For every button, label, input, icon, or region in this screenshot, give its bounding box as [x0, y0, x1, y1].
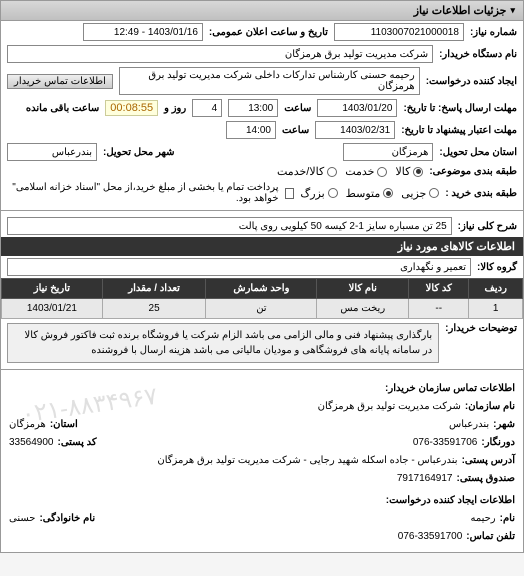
radio-icon: [429, 188, 439, 198]
countdown: 00:08:55: [105, 100, 158, 116]
remain-label: ساعت باقی مانده: [26, 103, 99, 114]
contact-prov: هرمزگان: [9, 416, 46, 434]
goods-col-5: تاریخ نیاز: [2, 279, 103, 299]
delivery-city-label: شهر محل تحویل:: [103, 147, 175, 158]
radio-icon: [377, 167, 387, 177]
table-row: 1--ریخت مستن251403/01/21: [2, 299, 523, 319]
validity-date: 1403/02/31: [315, 121, 395, 139]
addr-label: آدرس پستی:: [462, 452, 515, 470]
announce-field: 1403/01/16 - 12:49: [83, 23, 203, 41]
creator-field: رحیمه حسنی کارشناس تدارکات داخلی شرکت مد…: [119, 67, 420, 95]
deadline-time: 13:00: [228, 99, 278, 117]
fax-value: 076-33591706: [413, 434, 478, 452]
payment-option-0[interactable]: جزیی: [401, 187, 439, 200]
need-label: شرح کلی نیاز:: [458, 221, 517, 232]
name-value: رحیمه: [470, 510, 495, 528]
treasury-checkbox[interactable]: [285, 188, 295, 199]
subject-option-0[interactable]: کالا: [395, 165, 423, 178]
payment-note: پرداخت تمام یا بخشی از مبلغ خرید،از محل …: [7, 182, 279, 204]
table-cell: --: [409, 299, 469, 319]
chevron-down-icon: ▾: [510, 5, 515, 16]
panel-header: ▾ جزئیات اطلاعات نیاز: [1, 1, 523, 21]
payment-radio-group: جزیی متوسط بزرگ: [300, 187, 439, 200]
delivery-city: بندرعباس: [7, 143, 97, 161]
payment-label: طبقه بندی خرید :: [445, 188, 517, 199]
goods-group: تعمیر و نگهداری: [7, 258, 471, 276]
tel-value: 076-33591700: [398, 528, 463, 546]
delivery-prov: هرمزگان: [343, 143, 433, 161]
org-value: شرکت مدیریت تولید برق هرمزگان: [318, 398, 461, 416]
tel-label: تلفن تماس:: [466, 528, 515, 546]
table-cell: 25: [102, 299, 206, 319]
deadline-days: 4: [192, 99, 222, 117]
creator-contact-title: اطلاعات ایجاد کننده درخواست:: [9, 492, 515, 510]
org-label: نام سازمان:: [465, 398, 515, 416]
req-no-label: شماره نیاز:: [470, 27, 517, 38]
contact-city: بندرعباس: [449, 416, 489, 434]
table-cell: ریخت مس: [317, 299, 409, 319]
creator-label: ایجاد کننده درخواست:: [426, 76, 517, 87]
validity-time: 14:00: [226, 121, 276, 139]
panel-title: جزئیات اطلاعات نیاز: [414, 4, 507, 17]
need-text: 25 تن مسباره سایز 1-2 کیسه 50 کیلویی روی…: [7, 217, 452, 235]
contact-title: اطلاعات تماس سازمان خریدار:: [9, 380, 515, 398]
radio-label: متوسط: [346, 187, 381, 200]
radio-icon: [327, 167, 337, 177]
radio-label: بزرگ: [300, 187, 324, 200]
buyer-field: شرکت مدیریت تولید برق هرمزگان: [7, 45, 433, 63]
fax-label: دورنگار:: [481, 434, 515, 452]
table-cell: 1: [469, 299, 523, 319]
goods-col-3: واحد شمارش: [206, 279, 317, 299]
contact-info-button[interactable]: اطلاعات تماس خریدار: [7, 74, 113, 89]
deadline-label: مهلت ارسال پاسخ: تا تاریخ:: [403, 103, 517, 114]
table-cell: 1403/01/21: [2, 299, 103, 319]
post-label: کد پستی:: [58, 434, 97, 452]
goods-table: ردیفکد کالانام کالاواحد شمارشتعداد / مقد…: [1, 278, 523, 319]
radio-label: کالا/خدمت: [277, 165, 324, 178]
budget-label: طبقه بندی موضوعی:: [429, 166, 517, 177]
radio-icon: [383, 188, 393, 198]
subject-radio-group: کالا خدمت کالا/خدمت: [277, 165, 423, 178]
details-panel: ▾ جزئیات اطلاعات نیاز شماره نیاز: 110300…: [0, 0, 524, 553]
explain-text: بارگذاری پیشنهاد فنی و مالی الزامی می با…: [7, 323, 439, 363]
goods-col-4: تعداد / مقدار: [102, 279, 206, 299]
req-no-field: 1103007021000018: [334, 23, 464, 41]
lname-label: نام خانوادگی:: [39, 510, 95, 528]
name-label: نام:: [500, 510, 515, 528]
post-value: 33564900: [9, 434, 54, 452]
radio-icon: [328, 188, 338, 198]
goods-section-title: اطلاعات کالاهای مورد نیاز: [1, 237, 523, 256]
radio-label: خدمت: [345, 165, 374, 178]
addr-value: بندرعباس - جاده اسکله شهید رجایی - شرکت …: [157, 452, 457, 470]
radio-icon: [413, 167, 423, 177]
payment-option-2[interactable]: بزرگ: [300, 187, 337, 200]
announce-label: تاریخ و ساعت اعلان عمومی:: [209, 27, 328, 38]
subject-option-1[interactable]: خدمت: [345, 165, 387, 178]
lname-value: حسنی: [9, 510, 35, 528]
goods-col-0: ردیف: [469, 279, 523, 299]
explain-label: توضیحات خریدار:: [445, 323, 517, 334]
payment-option-1[interactable]: متوسط: [346, 187, 394, 200]
goods-col-1: کد کالا: [409, 279, 469, 299]
contact-prov-label: استان:: [50, 416, 78, 434]
validity-label: مهلت اعتبار پیشنهاد تا تاریخ:: [401, 125, 517, 136]
deadline-time-label: ساعت: [284, 103, 311, 114]
pobox-value: 7917164917: [397, 470, 453, 488]
table-cell: تن: [206, 299, 317, 319]
radio-label: کالا: [395, 165, 410, 178]
deadline-date: 1403/01/20: [317, 99, 397, 117]
delivery-prov-label: استان محل تحویل:: [439, 147, 517, 158]
contact-section: ۰۲۱-۸۸۳۴۹۶۷ اطلاعات تماس سازمان خریدار: …: [1, 374, 523, 552]
pobox-label: صندوق پستی:: [456, 470, 515, 488]
deadline-days-label: روز و: [164, 103, 186, 114]
goods-group-label: گروه کالا:: [477, 262, 517, 273]
radio-label: جزیی: [401, 187, 426, 200]
goods-col-2: نام کالا: [317, 279, 409, 299]
validity-time-label: ساعت: [282, 125, 309, 136]
buyer-label: نام دستگاه خریدار:: [439, 49, 517, 60]
subject-option-2[interactable]: کالا/خدمت: [277, 165, 337, 178]
contact-city-label: شهر:: [493, 416, 515, 434]
